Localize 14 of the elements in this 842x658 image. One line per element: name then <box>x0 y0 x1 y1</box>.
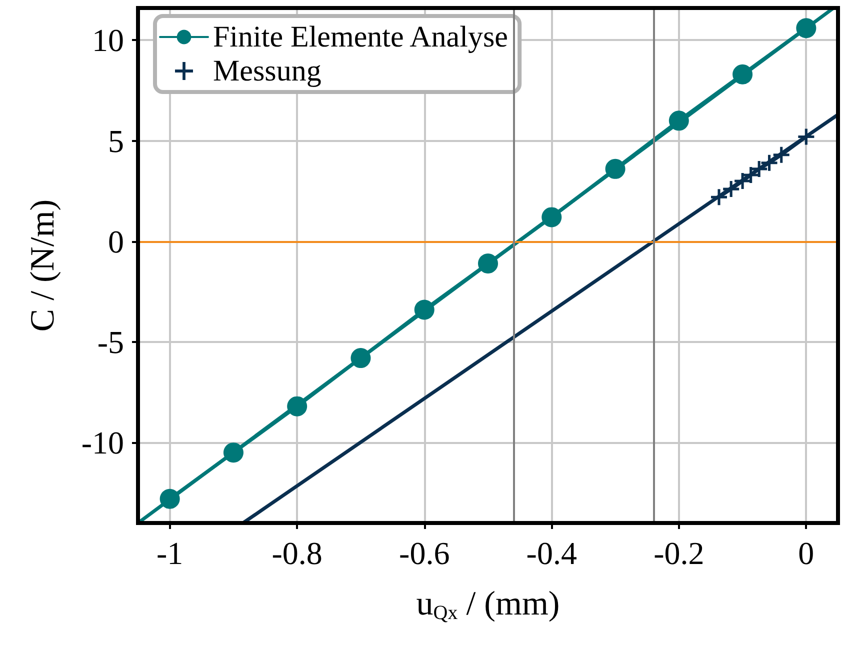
x-tick-label: -0.8 <box>272 535 322 571</box>
x-tick-label: -0.2 <box>654 535 704 571</box>
y-tick-label: -5 <box>97 324 124 360</box>
y-tick-label: 0 <box>108 223 124 260</box>
x-tick-label: -1 <box>156 535 184 571</box>
y-axis-title: C / (N/m) <box>24 199 62 332</box>
y-tick-label: 5 <box>108 122 124 159</box>
x-tick-label: -0.6 <box>399 535 450 571</box>
x-tick-label: 0 <box>798 535 814 571</box>
x-tick-label: -0.4 <box>526 535 577 571</box>
legend-label: Messung <box>213 54 322 88</box>
legend-label: Finite Elemente Analyse <box>213 20 508 54</box>
y-tick-label: -10 <box>81 424 124 461</box>
y-tick-label: 10 <box>92 22 124 58</box>
